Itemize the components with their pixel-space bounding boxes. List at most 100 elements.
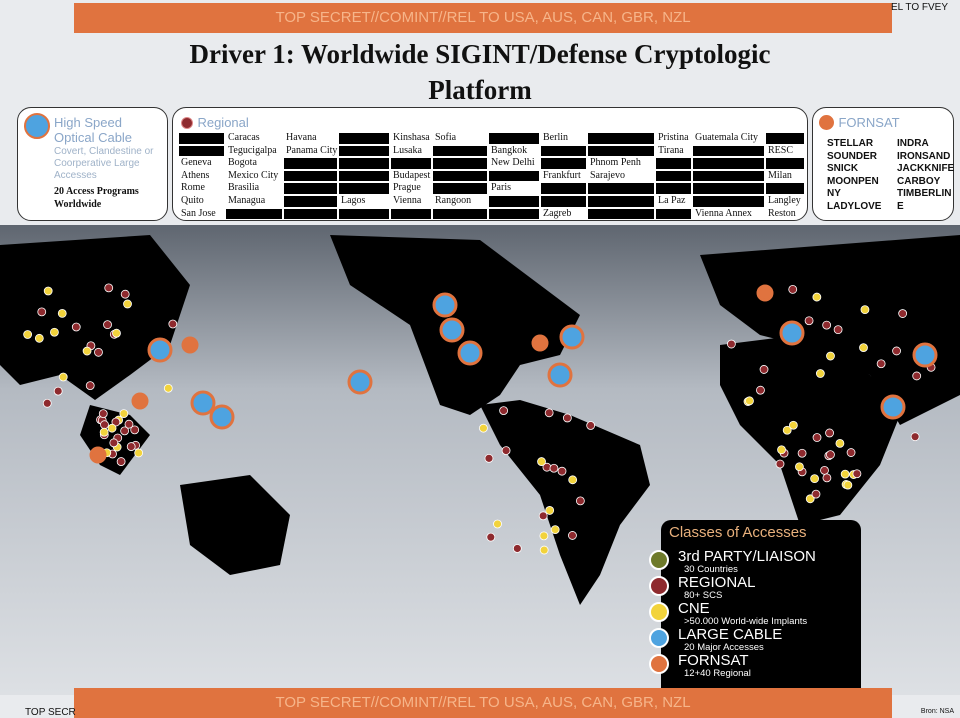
- regional-marker: [759, 365, 769, 374]
- cne-marker: [805, 494, 815, 504]
- title-line-1: Driver 1: Worldwide SIGINT/Defense Crypt…: [189, 39, 771, 69]
- legend-swatch: [649, 654, 669, 674]
- regional-marker: [99, 427, 109, 437]
- legend: Classes of Accesses 3rd PARTY/LIAISON 30 …: [649, 520, 861, 690]
- large-cable-marker: [779, 320, 805, 346]
- redacted-block: [541, 195, 586, 207]
- regional-marker: [550, 525, 560, 535]
- regional-marker: [795, 462, 804, 472]
- legend-item-name: REGIONAL: [678, 574, 756, 591]
- cne-marker: [549, 463, 559, 473]
- large-cable-marker: [457, 340, 483, 366]
- cne-marker: [23, 330, 33, 339]
- page-title: Driver 1: Worldwide SIGINT/Defense Crypt…: [0, 36, 960, 108]
- fornsat-site: IRONSAND: [897, 150, 951, 162]
- cne-marker: [163, 383, 173, 393]
- cne-marker: [843, 480, 853, 490]
- redacted-block: [693, 158, 764, 169]
- regional-row: Quito Managua Lagos Vienna Rangoon La Paz Lang…: [179, 195, 806, 208]
- regional-site: Havana: [286, 132, 317, 143]
- redacted-block: [656, 208, 691, 220]
- redacted-block: [226, 208, 282, 220]
- redacted-block: [339, 158, 389, 169]
- regional-marker: [484, 453, 494, 463]
- redacted-block: [391, 158, 431, 169]
- regional-marker: [486, 532, 496, 542]
- regional-marker: [825, 428, 834, 438]
- regional-marker: [797, 448, 807, 458]
- regional-marker: [822, 473, 832, 483]
- large-cable-marker: [190, 390, 216, 416]
- regional-row: Caracas Havana Kinshasa Sofia Berlin Pristina…: [179, 132, 806, 145]
- regional-marker: [120, 289, 130, 299]
- redacted-block: [179, 133, 224, 144]
- regional-site: La Paz: [658, 194, 686, 206]
- cne-marker: [810, 474, 819, 484]
- redacted-block: [588, 133, 654, 144]
- classification-banner-top: TOP SECRET//COMINT//REL TO USA, AUS, CAN…: [74, 3, 892, 33]
- regional-marker: [109, 438, 119, 448]
- regional-row: San Jose Zagreb Vienna Annex Reston: [179, 208, 806, 221]
- regional-row: Geneva Bogota New Delhi Phnom Penh: [179, 157, 806, 170]
- regional-site: Reston: [768, 207, 796, 219]
- regional-marker: [493, 519, 502, 529]
- cne-marker: [103, 320, 112, 330]
- cable-box: High Speed Optical Cable Covert, Clandes…: [17, 107, 168, 221]
- fornsat-site: E: [897, 200, 904, 212]
- regional-marker: [53, 386, 63, 396]
- cne-marker: [745, 396, 754, 406]
- redacted-block: [588, 208, 654, 220]
- large-cable-marker: [209, 404, 235, 430]
- cable-box-subtitle: Covert, Clandestine or Coorperative Larg…: [54, 146, 154, 181]
- world-map: [0, 225, 960, 695]
- regional-marker: [782, 425, 792, 435]
- legend-swatch: [649, 550, 669, 570]
- title-line-2: Platform: [428, 75, 532, 105]
- legend-item-name: FORNSAT: [678, 652, 749, 669]
- legend-item-sub: 12+40 Regional: [684, 668, 751, 679]
- regional-marker: [124, 419, 134, 429]
- cne-marker: [501, 446, 511, 456]
- cne-marker: [826, 351, 835, 361]
- regional-site: Guatemala City: [695, 132, 759, 143]
- redacted-block: [391, 208, 431, 220]
- regional-site: Berlin: [543, 132, 568, 143]
- redacted-block: [284, 208, 337, 220]
- large-cable-marker: [439, 317, 465, 343]
- redacted-block: [489, 133, 539, 144]
- regional-marker: [852, 469, 862, 479]
- redacted-block: [433, 170, 487, 182]
- regional-site: Frankfurt: [543, 169, 581, 181]
- redacted-block: [284, 170, 337, 182]
- cable-box-note: 20 Access Programs Worldwide: [54, 186, 139, 210]
- fornsat-marker: [131, 392, 149, 410]
- redacted-block: [588, 145, 654, 157]
- cne-marker: [557, 466, 567, 476]
- cne-marker: [130, 425, 140, 435]
- regional-marker: [82, 346, 92, 356]
- regional-site: Panama City: [286, 144, 338, 156]
- legend-item-sub: >50.000 World-wide Implants: [684, 616, 808, 627]
- regional-marker: [775, 459, 785, 469]
- redacted-block: [766, 158, 804, 169]
- fornsat-box: FORNSAT STELLAR INDRA SOUNDER IRONSAND SNICK…: [812, 107, 954, 221]
- regional-site: Zagreb: [543, 207, 572, 219]
- redacted-block: [284, 158, 337, 169]
- cne-marker: [58, 372, 68, 382]
- regional-marker: [804, 316, 814, 326]
- fornsat-site: INDRA: [897, 138, 929, 149]
- regional-site: Rangoon: [435, 194, 472, 206]
- fornsat-icon: [819, 115, 834, 131]
- large-cable-icon: [24, 113, 50, 139]
- regional-marker: [860, 305, 870, 315]
- regional-site: Kinshasa: [393, 132, 430, 143]
- redacted-block: [433, 183, 487, 194]
- regional-marker: [586, 421, 596, 430]
- legend-swatch: [649, 602, 669, 622]
- fornsat-site: SNICK: [827, 163, 859, 175]
- regional-marker: [57, 309, 67, 318]
- redacted-block: [339, 170, 389, 182]
- regional-marker: [104, 283, 114, 293]
- regional-site: New Delhi: [491, 157, 535, 169]
- cable-box-title: High Speed Optical Cable: [54, 115, 133, 145]
